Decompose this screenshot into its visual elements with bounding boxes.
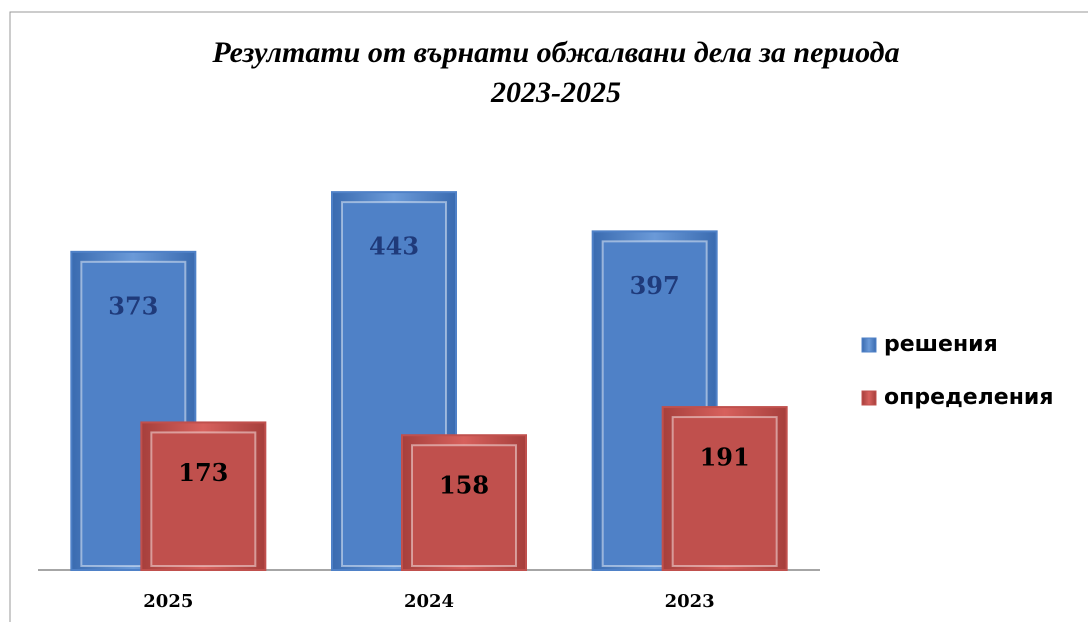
bar-bevel [150, 431, 257, 567]
data-label: 373 [108, 291, 158, 320]
legend-swatch [861, 337, 877, 353]
data-label: 397 [630, 271, 680, 300]
bar-bevel [671, 416, 778, 567]
x-tick-label: 2024 [404, 591, 454, 612]
chart-title: 2023-2025 [490, 76, 621, 109]
frame [9, 11, 1088, 622]
legend-label: решения [884, 332, 998, 357]
legend-label: определения [884, 385, 1053, 410]
bar-bevel [341, 201, 447, 567]
legend-swatch [861, 390, 877, 406]
chart-title: Резултати от върнати обжалвани дела за п… [211, 36, 899, 69]
data-label: 173 [178, 458, 228, 487]
x-tick-label: 2023 [665, 591, 715, 612]
bar-bevel [411, 444, 517, 568]
data-label: 443 [369, 232, 419, 261]
data-label: 191 [700, 443, 750, 472]
data-label: 158 [439, 471, 489, 500]
x-tick-label: 2025 [143, 591, 193, 612]
